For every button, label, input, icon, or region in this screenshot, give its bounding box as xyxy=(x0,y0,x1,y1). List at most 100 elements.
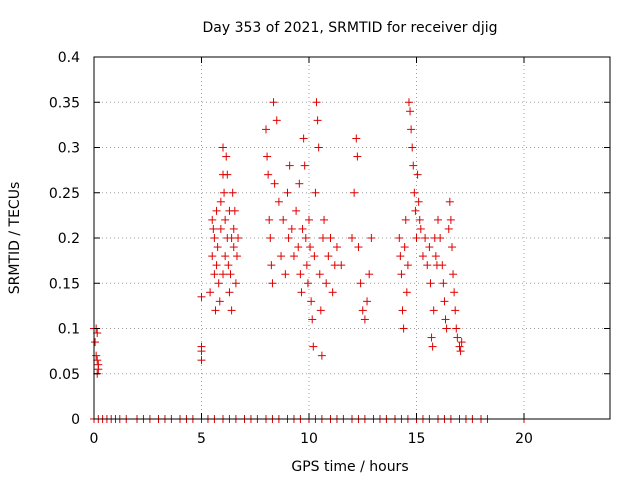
data-point xyxy=(409,161,418,170)
data-point xyxy=(363,297,372,306)
data-point xyxy=(225,288,234,297)
data-point xyxy=(402,288,411,297)
data-point xyxy=(356,279,365,288)
data-point xyxy=(197,342,206,351)
data-point xyxy=(214,279,223,288)
data-point xyxy=(222,152,231,161)
data-point xyxy=(94,360,103,369)
data-point xyxy=(281,270,290,279)
data-point xyxy=(270,179,279,188)
data-point xyxy=(213,243,222,252)
data-point xyxy=(302,261,311,270)
data-point xyxy=(438,261,447,270)
data-point xyxy=(295,179,304,188)
data-point xyxy=(266,234,275,242)
data-point xyxy=(210,270,219,279)
data-point xyxy=(367,234,376,242)
data-point xyxy=(434,215,442,224)
x-tick-label: 0 xyxy=(90,431,99,447)
data-point xyxy=(328,288,337,297)
axis-ticks: 0 0.05 0.1 0.15 0.2 0.25 0.3 0.35 0.4 0 5 10 15 20 xyxy=(49,50,610,447)
data-point xyxy=(455,342,464,351)
data-point xyxy=(296,270,305,279)
data-point xyxy=(447,243,456,252)
y-tick-label: 0.4 xyxy=(58,50,80,66)
data-point xyxy=(311,188,320,197)
data-point xyxy=(309,342,318,351)
data-point xyxy=(265,215,274,224)
data-point xyxy=(227,234,236,242)
data-point xyxy=(451,306,460,315)
data-point xyxy=(223,170,232,179)
data-point xyxy=(197,292,206,301)
x-tick-label: 20 xyxy=(515,431,533,447)
data-point xyxy=(450,288,459,297)
data-point xyxy=(426,279,435,288)
data-point xyxy=(348,234,356,242)
data-point xyxy=(300,161,309,170)
data-point xyxy=(210,234,219,242)
y-tick-label: 0.25 xyxy=(49,186,80,202)
data-point xyxy=(324,252,333,261)
data-point xyxy=(318,234,327,242)
data-point xyxy=(446,215,455,224)
data-point xyxy=(412,234,421,242)
data-point xyxy=(228,188,237,197)
data-point xyxy=(206,288,215,297)
data-point xyxy=(294,243,303,252)
data-point xyxy=(332,243,341,252)
data-point xyxy=(92,351,101,360)
data-point xyxy=(289,252,298,261)
data-point xyxy=(406,107,415,116)
y-tick-label: 0.35 xyxy=(49,95,80,111)
data-point xyxy=(216,224,225,233)
y-tick-label: 0.1 xyxy=(58,322,80,338)
data-point xyxy=(215,297,224,306)
data-point xyxy=(441,315,450,324)
data-point xyxy=(220,188,229,197)
data-point xyxy=(308,315,317,324)
data-point xyxy=(358,306,367,315)
data-point xyxy=(399,324,408,333)
data-point xyxy=(285,161,294,170)
data-point xyxy=(221,252,230,261)
data-point xyxy=(352,134,361,143)
data-point xyxy=(212,261,221,270)
data-point xyxy=(401,215,410,224)
data-point xyxy=(306,243,315,252)
data-point xyxy=(313,116,322,125)
data-point xyxy=(316,306,325,315)
data-point xyxy=(452,324,461,333)
data-point xyxy=(440,297,449,306)
data-point xyxy=(211,306,220,315)
data-point xyxy=(277,252,286,261)
data-point xyxy=(216,197,225,206)
data-point xyxy=(274,197,283,206)
y-tick-label: 0 xyxy=(71,412,80,428)
data-point xyxy=(229,243,238,252)
chart-title: Day 353 of 2021, SRMTID for receiver dji… xyxy=(203,20,498,36)
data-point xyxy=(444,224,453,233)
data-point xyxy=(219,270,227,279)
data-point xyxy=(232,252,241,261)
data-point xyxy=(326,234,335,242)
data-point xyxy=(208,252,217,261)
data-point xyxy=(429,306,438,315)
data-point xyxy=(397,270,406,279)
data-point xyxy=(229,224,238,233)
data-point xyxy=(439,279,448,288)
data-point xyxy=(197,356,206,365)
data-point xyxy=(436,234,445,242)
data-point xyxy=(413,170,422,179)
data-point xyxy=(209,224,218,233)
data-point xyxy=(305,215,313,224)
data-point xyxy=(411,206,420,215)
data-point xyxy=(284,234,293,242)
data-point xyxy=(231,279,240,288)
data-point xyxy=(230,206,239,215)
data-point xyxy=(425,243,434,252)
data-point xyxy=(449,270,458,279)
data-point xyxy=(310,252,319,261)
x-tick-label: 5 xyxy=(197,431,206,447)
